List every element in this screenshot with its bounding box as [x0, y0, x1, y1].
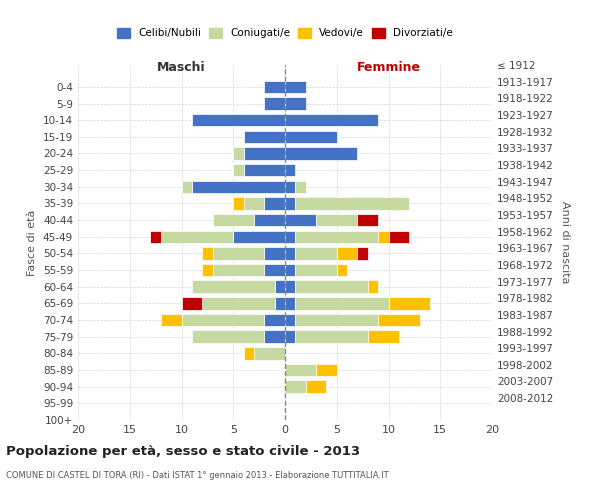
Bar: [389, 297, 430, 310]
Bar: [389, 230, 409, 243]
Bar: [265, 264, 285, 276]
Bar: [285, 280, 295, 293]
Bar: [285, 297, 295, 310]
Bar: [212, 264, 265, 276]
Bar: [244, 164, 285, 176]
Bar: [285, 330, 295, 343]
Bar: [202, 297, 275, 310]
Bar: [285, 114, 378, 126]
Bar: [275, 297, 285, 310]
Bar: [295, 197, 409, 209]
Y-axis label: Anni di nascita: Anni di nascita: [560, 201, 570, 284]
Bar: [265, 98, 285, 110]
Bar: [285, 180, 295, 193]
Bar: [233, 164, 244, 176]
Bar: [265, 330, 285, 343]
Bar: [316, 214, 358, 226]
Y-axis label: Fasce di età: Fasce di età: [28, 210, 37, 276]
Bar: [212, 247, 265, 260]
Bar: [244, 147, 285, 160]
Bar: [285, 230, 295, 243]
Bar: [265, 247, 285, 260]
Bar: [285, 130, 337, 143]
Bar: [368, 330, 399, 343]
Bar: [295, 264, 337, 276]
Bar: [295, 297, 389, 310]
Bar: [182, 297, 202, 310]
Bar: [295, 180, 306, 193]
Bar: [285, 214, 316, 226]
Bar: [265, 314, 285, 326]
Bar: [233, 230, 285, 243]
Bar: [285, 314, 295, 326]
Text: COMUNE DI CASTEL DI TORA (RI) - Dati ISTAT 1° gennaio 2013 - Elaborazione TUTTIT: COMUNE DI CASTEL DI TORA (RI) - Dati IST…: [6, 470, 389, 480]
Text: Popolazione per età, sesso e stato civile - 2013: Popolazione per età, sesso e stato civil…: [6, 445, 360, 458]
Bar: [212, 214, 254, 226]
Bar: [151, 230, 161, 243]
Bar: [285, 380, 306, 393]
Legend: Celibi/Nubili, Coniugati/e, Vedovi/e, Divorziati/e: Celibi/Nubili, Coniugati/e, Vedovi/e, Di…: [113, 24, 457, 42]
Bar: [254, 347, 285, 360]
Bar: [295, 280, 368, 293]
Bar: [275, 280, 285, 293]
Bar: [233, 147, 244, 160]
Bar: [285, 98, 306, 110]
Bar: [244, 197, 265, 209]
Bar: [192, 114, 285, 126]
Bar: [202, 247, 212, 260]
Bar: [244, 347, 254, 360]
Bar: [192, 330, 265, 343]
Bar: [316, 364, 337, 376]
Bar: [306, 380, 326, 393]
Bar: [285, 197, 295, 209]
Bar: [378, 314, 419, 326]
Bar: [244, 130, 285, 143]
Bar: [368, 280, 378, 293]
Bar: [182, 314, 265, 326]
Bar: [295, 330, 368, 343]
Bar: [285, 147, 358, 160]
Bar: [295, 230, 378, 243]
Bar: [265, 80, 285, 93]
Bar: [378, 230, 389, 243]
Bar: [161, 230, 233, 243]
Bar: [192, 180, 285, 193]
Bar: [285, 164, 295, 176]
Bar: [233, 197, 244, 209]
Bar: [337, 247, 358, 260]
Text: Femmine: Femmine: [356, 60, 421, 74]
Bar: [358, 247, 368, 260]
Bar: [358, 214, 378, 226]
Bar: [285, 264, 295, 276]
Bar: [285, 247, 295, 260]
Bar: [285, 80, 306, 93]
Bar: [295, 247, 337, 260]
Text: Maschi: Maschi: [157, 60, 206, 74]
Bar: [265, 197, 285, 209]
Bar: [192, 280, 275, 293]
Bar: [182, 180, 192, 193]
Bar: [295, 314, 378, 326]
Bar: [202, 264, 212, 276]
Bar: [254, 214, 285, 226]
Bar: [161, 314, 182, 326]
Bar: [285, 364, 316, 376]
Bar: [337, 264, 347, 276]
